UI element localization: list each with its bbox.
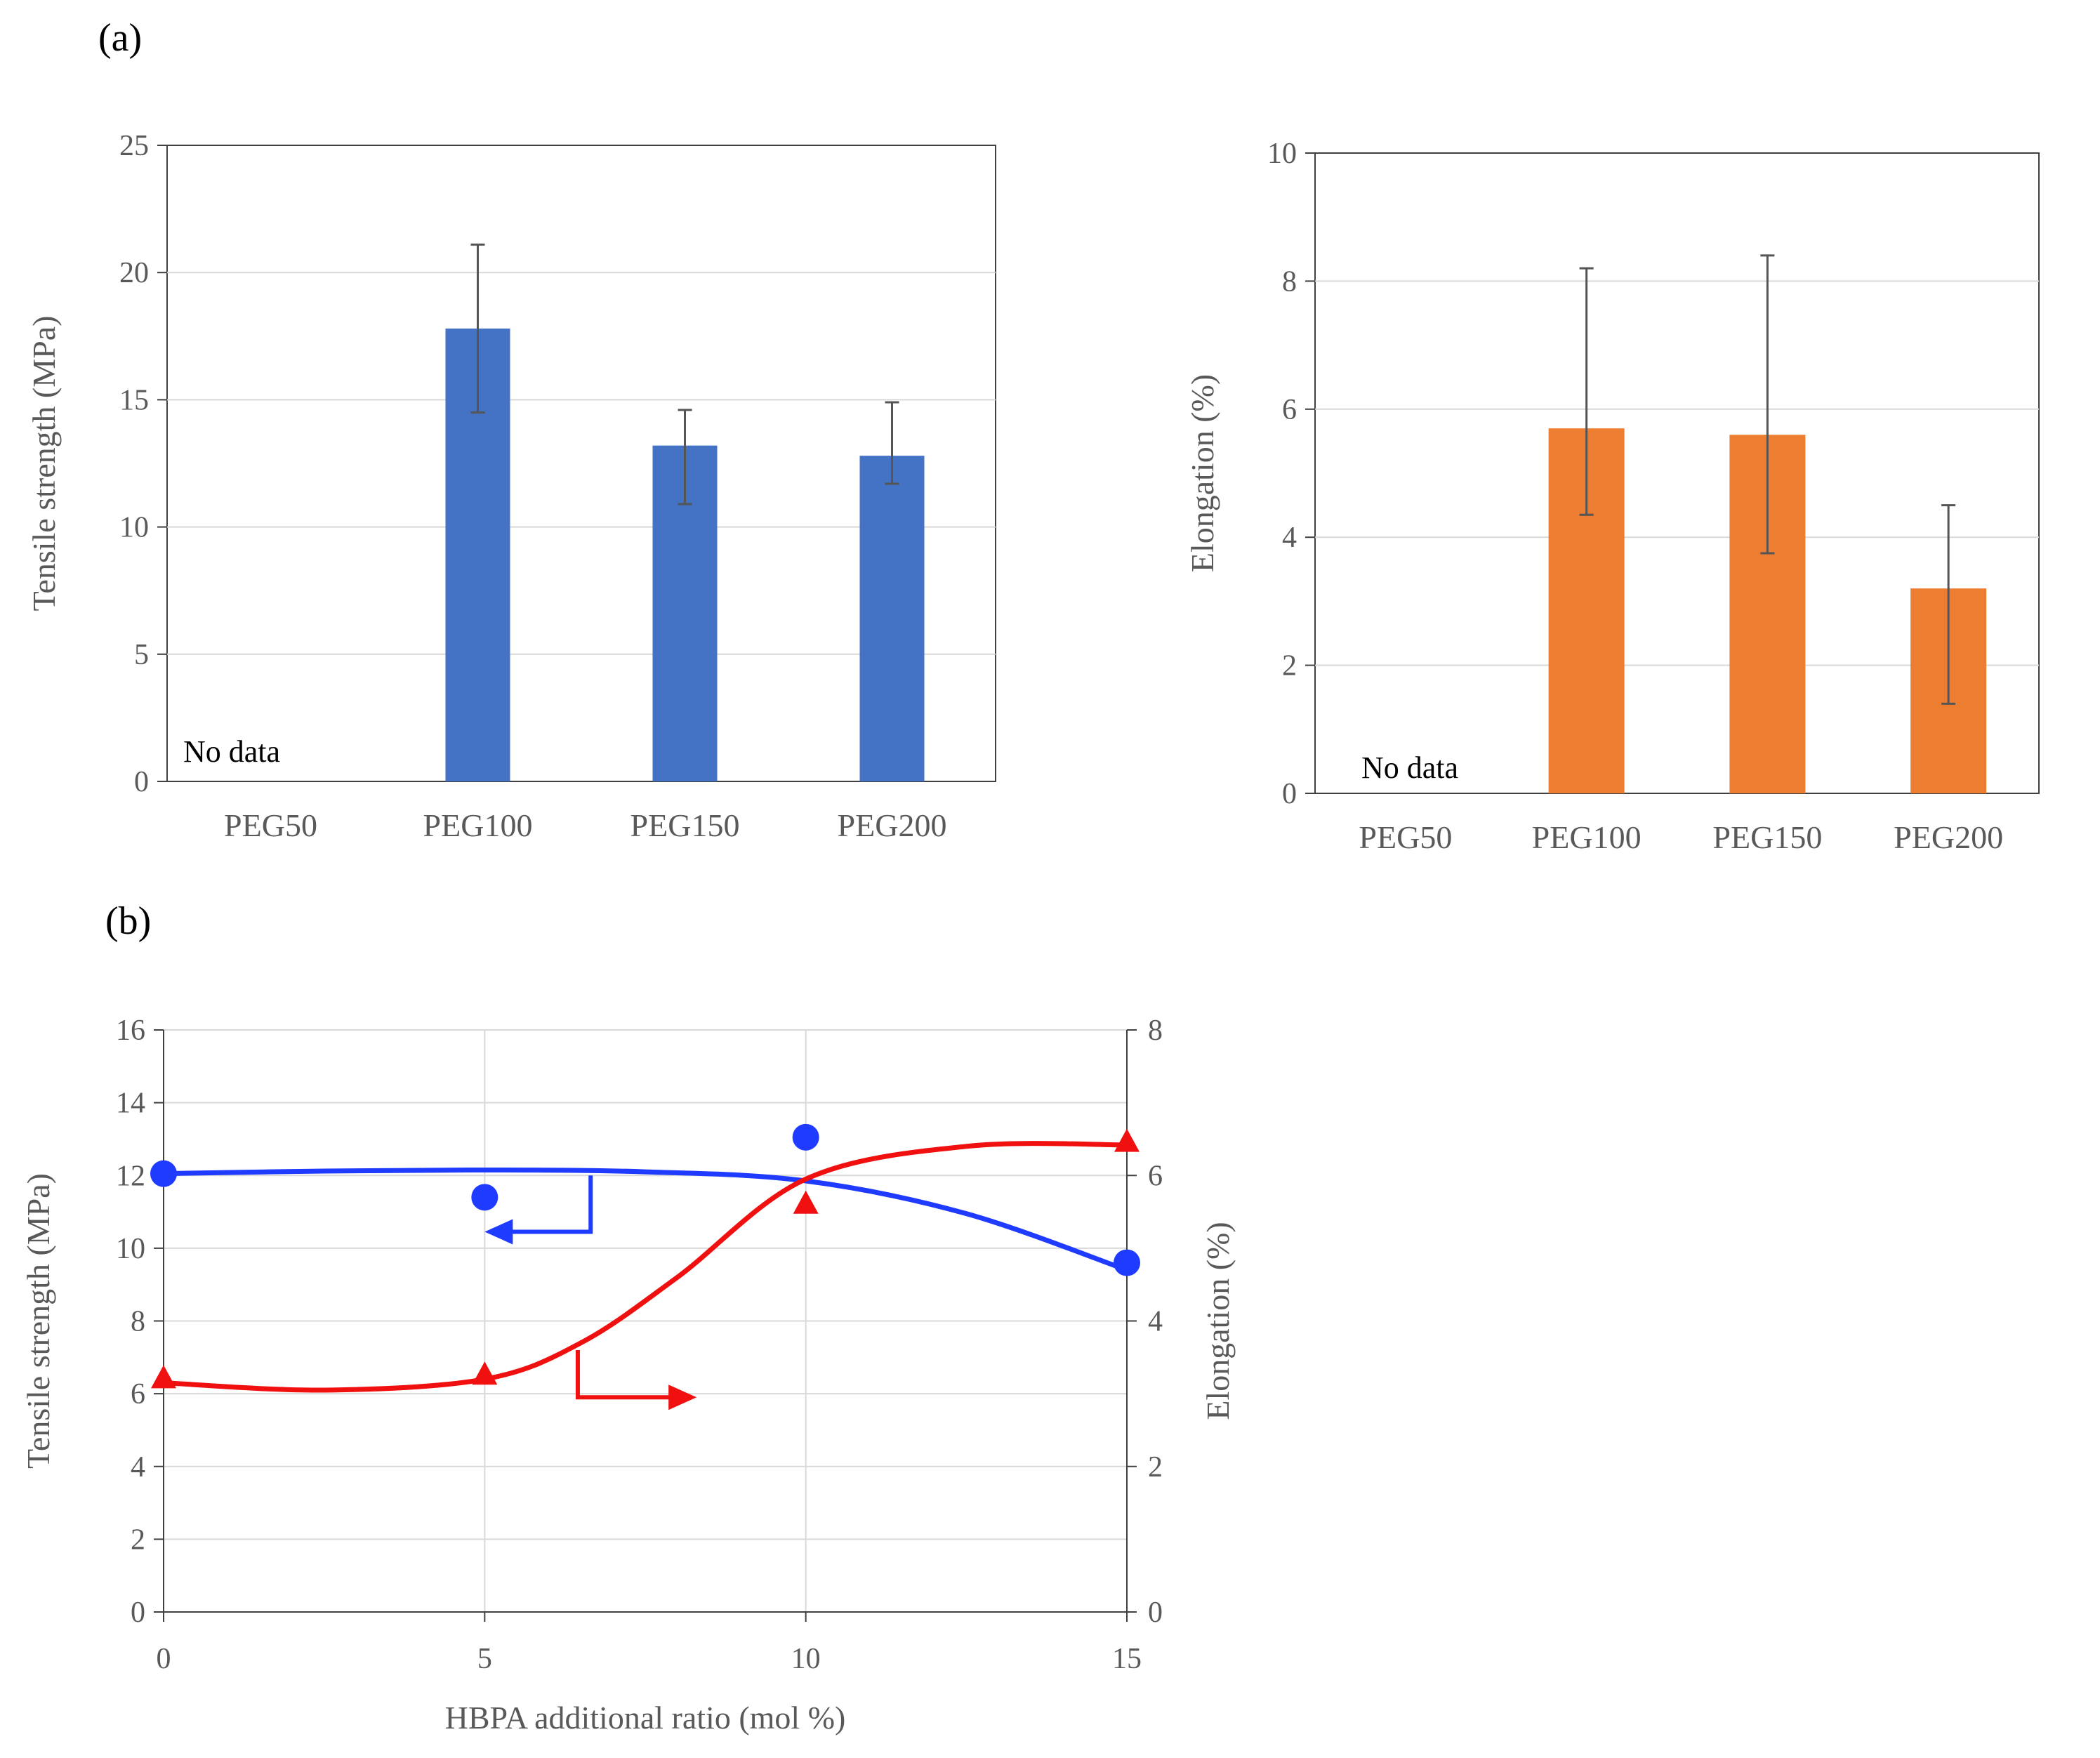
elongation-fit-curve xyxy=(161,1141,1130,1393)
y-tick-label: 0 xyxy=(1282,778,1297,810)
chart-tensile-strength-bar: 0 5 10 15 20 25 PEG50 PEG100 PEG150 PEG200 No data… xyxy=(26,130,996,843)
elongation-point xyxy=(472,1361,498,1385)
category-label: PEG150 xyxy=(630,807,740,843)
y-tick-label: 25 xyxy=(119,130,149,162)
y2-tick-label: 2 xyxy=(1148,1451,1163,1483)
y-tick-label: 8 xyxy=(1282,265,1297,298)
y2-tick-label: 0 xyxy=(1148,1597,1163,1629)
left-axis-arrow-head xyxy=(484,1219,513,1245)
x-tick-label: 15 xyxy=(1112,1643,1142,1675)
bar-peg200 xyxy=(859,456,925,781)
category-label: PEG100 xyxy=(423,807,533,843)
y-tick-label: 0 xyxy=(131,1597,145,1629)
y-tick-label: 5 xyxy=(134,639,149,671)
right-axis-arrow-head xyxy=(668,1384,697,1410)
y2-tick-label: 6 xyxy=(1148,1160,1163,1192)
chart-elongation-bar: 0 2 4 6 8 10 PEG50 PEG100 PEG150 PEG200 No data Elo… xyxy=(1184,138,2040,855)
y2-tick-label: 4 xyxy=(1148,1306,1163,1338)
tensile-fit-curve xyxy=(161,1167,1130,1273)
y-tick-label: 20 xyxy=(119,257,149,289)
x-axis-label: HBPA additional ratio (mol %) xyxy=(445,1700,846,1736)
y-tick-label: 4 xyxy=(1282,522,1297,554)
y-axis-label: Elongation (%) xyxy=(1184,374,1220,572)
y-tick-label: 16 xyxy=(116,1015,145,1047)
y-tick-label: 14 xyxy=(116,1088,145,1120)
elongation-point xyxy=(1114,1128,1140,1152)
y2-axis-label: Elongation (%) xyxy=(1200,1222,1236,1420)
category-label: PEG100 xyxy=(1532,819,1642,855)
y-tick-label: 2 xyxy=(131,1524,145,1556)
y-tick-label: 4 xyxy=(131,1451,145,1483)
y-tick-label: 6 xyxy=(1282,394,1297,426)
tensile-point xyxy=(150,1160,177,1187)
panel-label-a: (a) xyxy=(98,16,142,60)
x-tick-label: 0 xyxy=(157,1643,171,1675)
category-label: PEG50 xyxy=(224,807,317,843)
y-tick-label: 10 xyxy=(116,1233,145,1265)
tensile-point xyxy=(471,1184,498,1211)
y-tick-label: 10 xyxy=(1267,138,1297,170)
y-tick-label: 6 xyxy=(131,1378,145,1410)
y-tick-label: 2 xyxy=(1282,650,1297,682)
plot-frame xyxy=(1314,152,2040,794)
plot-frame xyxy=(166,145,996,782)
y-tick-label: 10 xyxy=(119,512,149,544)
y-tick-label: 15 xyxy=(119,384,149,416)
no-data-annotation: No data xyxy=(1361,751,1458,785)
no-data-annotation: No data xyxy=(183,734,280,769)
category-label: PEG50 xyxy=(1359,819,1452,855)
y-tick-label: 0 xyxy=(134,766,149,798)
x-tick-label: 5 xyxy=(477,1643,492,1675)
y-axis-label: Tensile strength (MPa) xyxy=(26,316,62,612)
y-tick-label: 8 xyxy=(131,1306,145,1338)
left-axis-arrow-line xyxy=(506,1175,593,1234)
category-label: PEG200 xyxy=(838,807,947,843)
tensile-point xyxy=(792,1123,819,1151)
tensile-point xyxy=(1114,1249,1140,1276)
right-axis-arrow-line xyxy=(575,1349,676,1400)
elongation-point xyxy=(151,1365,176,1389)
panel-label-b: (b) xyxy=(105,899,151,943)
x-tick-label: 10 xyxy=(791,1643,821,1675)
chart-hbpa-dual-axis: 0 2 4 6 8 10 12 14 16 0 2 4 6 8 0 5 10 15 Tensile strength… xyxy=(20,1015,1236,1736)
y-axis-label: Tensile strength (MPa) xyxy=(20,1173,56,1469)
category-label: PEG150 xyxy=(1712,819,1822,855)
category-label: PEG200 xyxy=(1894,819,2003,855)
y-tick-label: 12 xyxy=(116,1160,145,1192)
y2-tick-label: 8 xyxy=(1148,1015,1163,1047)
elongation-point xyxy=(793,1190,819,1214)
